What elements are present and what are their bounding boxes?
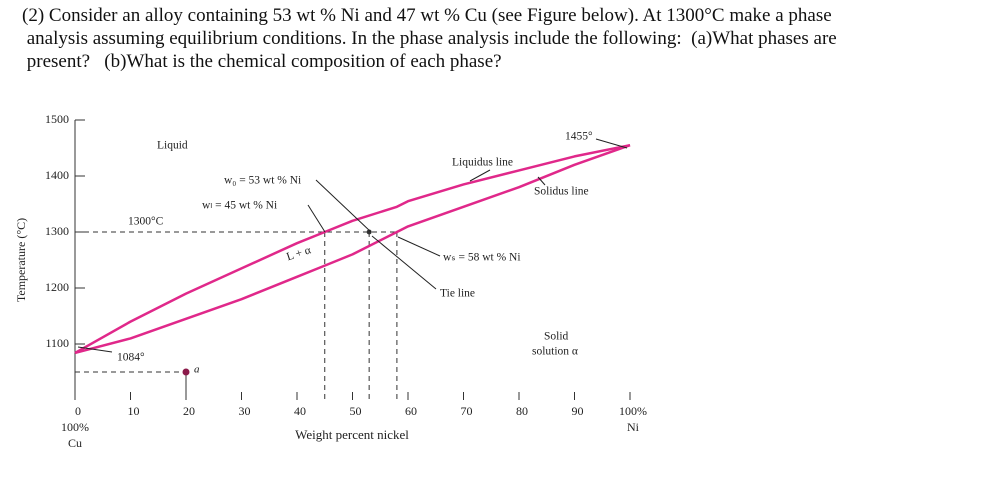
x-tick-label: 40	[294, 404, 306, 418]
y-tick-label: 1400	[45, 168, 69, 182]
annotation: 1300°C	[128, 216, 164, 228]
annotation: Liquid	[157, 140, 188, 152]
annotation: 1084°	[117, 352, 145, 364]
annotation: Tie line	[440, 288, 475, 300]
x-tick-label: 70	[461, 404, 473, 418]
question-line: analysis assuming equilibrium conditions…	[22, 28, 837, 49]
x-tick-label: 10	[128, 404, 140, 418]
x-tick-label: 30	[239, 404, 251, 418]
question-line: (2) Consider an alloy containing 53 wt %…	[22, 5, 832, 26]
annotation: Solidus line	[534, 186, 589, 198]
x-tick-label: 100%	[619, 404, 647, 418]
end-label: Ni	[627, 420, 640, 434]
annotation: Solid	[544, 331, 569, 343]
annotation-arrow	[315, 179, 372, 233]
point-a	[182, 368, 190, 376]
phase-curve	[74, 144, 631, 355]
annotation: wₗ = 45 wt % Ni	[202, 200, 277, 212]
y-tick-label: 1500	[45, 112, 69, 126]
y-axis-label: Temperature (°C)	[14, 218, 28, 302]
x-tick-label: 80	[516, 404, 528, 418]
annotation-arrow	[469, 169, 491, 182]
x-tick-label: 60	[405, 404, 417, 418]
x-tick-label: 0	[75, 404, 81, 418]
annotation-arrow	[371, 235, 437, 290]
x-axis-label: Weight percent nickel	[295, 427, 409, 442]
point-label: a	[194, 364, 200, 376]
annotation: solution α	[532, 346, 578, 358]
annotation: wₛ = 58 wt % Ni	[443, 252, 521, 264]
annotation-arrow	[537, 176, 546, 186]
y-tick-label: 1300	[45, 224, 69, 238]
x-tick-label: 90	[572, 404, 584, 418]
question: (2) Consider an alloy containing 53 wt %…	[22, 4, 1002, 73]
x-tick-label: 50	[350, 404, 362, 418]
end-label: 100%	[61, 420, 89, 434]
x-tick-label: 20	[183, 404, 195, 418]
y-tick-label: 1200	[45, 280, 69, 294]
end-label: Cu	[68, 436, 82, 450]
annotation-arrow	[307, 204, 326, 233]
y-tick-label: 1100	[45, 336, 69, 350]
question-line: present? (b)What is the chemical composi…	[22, 51, 502, 72]
annotation-arrow	[77, 346, 113, 353]
annotation: w₀ = 53 wt % Ni	[224, 175, 301, 187]
annotation-arrow	[397, 236, 441, 257]
annotation: Liquidus line	[452, 157, 513, 169]
annotation: 1455°	[565, 131, 593, 143]
phase-curve	[74, 143, 631, 355]
annotation-arrow	[595, 138, 628, 149]
